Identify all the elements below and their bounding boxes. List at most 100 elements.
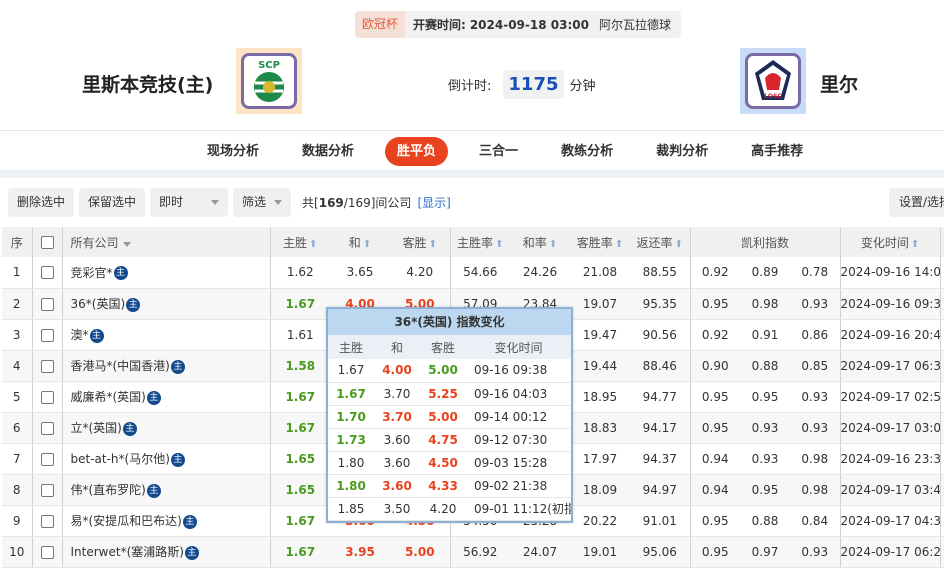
popup-home: 1.80 (328, 451, 374, 475)
cell-k1: 0.94 (689, 474, 740, 506)
popup-home: 1.67 (328, 359, 374, 383)
svg-text:SCP: SCP (258, 60, 280, 71)
cell-k1: 0.94 (689, 443, 740, 475)
cell-k2: 0.89 (740, 257, 790, 289)
cell-k2: 0.88 (740, 505, 790, 537)
cell-no: 6 (2, 412, 32, 444)
popup-title: 36*(英国) 指数变化 (328, 309, 571, 335)
cell-ret: 88.55 (630, 257, 690, 289)
mode-select[interactable]: 即时 (150, 188, 229, 217)
tab-referee-analysis[interactable]: 裁判分析 (656, 144, 709, 159)
cell-company[interactable]: bet-at-h*(马尔他) 主 (61, 443, 270, 475)
popup-home: 1.85 (328, 497, 374, 521)
tab-live-analysis[interactable]: 现场分析 (207, 144, 260, 159)
cell-company[interactable]: 威廉希*(英国) 主 (61, 381, 270, 413)
cell-company[interactable]: Interwet*(塞浦路斯) 主 (61, 536, 270, 568)
away-team-logo[interactable]: LOSC (740, 48, 806, 114)
col-away-sort[interactable]: 客胜 ⬆ (390, 227, 450, 257)
popup-home: 1.73 (328, 428, 374, 452)
cell-k1: 0.90 (689, 350, 740, 382)
cell-time: 2024-09-16 23:32 (839, 443, 941, 475)
cell-ret: 88.46 (630, 350, 690, 382)
odds-table: 序 所有公司 主胜 ⬆ 和 ⬆ 客胜 ⬆ 主胜率 ⬆ 和率 ⬆ 客胜率 ⬆ 返还率 ⬆ 凯利指… (2, 227, 944, 568)
popup-away: 5.25 (420, 382, 466, 406)
cell-k1: 0.95 (689, 536, 740, 568)
countdown-label: 倒计时: (448, 79, 492, 94)
cell-company[interactable]: 竞彩官* 主 (61, 257, 270, 289)
popup-draw: 3.60 (374, 428, 420, 452)
cell-company[interactable]: 易*(安提瓜和巴布达) 主 (61, 505, 270, 537)
col-time-sort[interactable]: 变化时间 ⬆ (839, 227, 941, 257)
cell-h: 1.62 (269, 257, 330, 289)
tab-coach-analysis[interactable]: 教练分析 (561, 144, 614, 159)
main-badge-icon: 主 (170, 359, 185, 374)
filter-dropdown[interactable]: 筛选 (233, 188, 292, 217)
popup-time: 09-16 04:03 (466, 382, 571, 406)
row-checkbox[interactable] (31, 319, 62, 351)
cell-h: 1.67 (269, 505, 330, 537)
row-checkbox[interactable] (31, 257, 62, 289)
main-badge-icon: 主 (184, 545, 199, 560)
cell-no: 4 (2, 350, 32, 382)
cell-time: 2024-09-16 09:39 (839, 288, 941, 320)
cell-ar: 19.07 (570, 288, 630, 320)
cell-time: 2024-09-17 06:35 (839, 350, 941, 382)
company-count: 共[169/169]间公司 (302, 196, 412, 210)
cell-a: 4.20 (390, 257, 450, 289)
row-checkbox[interactable] (31, 443, 62, 475)
cell-k2: 0.88 (740, 350, 790, 382)
cell-company[interactable]: 香港马*(中国香港) 主 (61, 350, 270, 382)
cell-dr: 24.26 (510, 257, 570, 289)
chevron-down-icon (211, 200, 220, 205)
delete-selected-button[interactable]: 删除选中 (8, 188, 75, 217)
tab-expert-picks[interactable]: 高手推荐 (751, 144, 804, 159)
cell-no: 1 (2, 257, 32, 289)
tab-three-in-one[interactable]: 三合一 (479, 144, 519, 159)
away-team-name[interactable]: 里尔 (820, 74, 859, 96)
tab-data-analysis[interactable]: 数据分析 (302, 144, 355, 159)
popup-row: 1.85 3.50 4.20 09-01 11:12(初指) (328, 497, 571, 521)
col-draw-sort[interactable]: 和 ⬆ (330, 227, 390, 257)
keep-selected-button[interactable]: 保留选中 (79, 188, 146, 217)
competition-badge[interactable]: 欧冠杯 (355, 11, 406, 38)
cell-company[interactable]: 36*(英国) 主 (61, 288, 270, 320)
row-checkbox[interactable] (31, 412, 62, 444)
popup-draw: 4.00 (374, 359, 420, 383)
popup-home: 1.80 (328, 474, 374, 498)
select-all-checkbox[interactable] (31, 227, 62, 257)
cell-ar: 18.95 (570, 381, 630, 413)
row-checkbox[interactable] (31, 474, 62, 506)
row-checkbox[interactable] (31, 288, 62, 320)
popup-row: 1.73 3.60 4.75 09-12 07:30 (328, 428, 571, 452)
section-band (0, 170, 944, 178)
tab-1x2-odds[interactable]: 胜平负 (385, 137, 449, 166)
cell-k3: 0.93 (790, 412, 841, 444)
row-checkbox[interactable] (31, 381, 62, 413)
col-home-rate-sort[interactable]: 主胜率 ⬆ (449, 227, 510, 257)
sort-up-icon: ⬆ (614, 238, 624, 250)
table-row[interactable]: 1 竞彩官* 主 1.62 3.65 4.20 54.66 24.26 21.08 88.55… (2, 257, 944, 289)
col-draw-rate-sort[interactable]: 和率 ⬆ (510, 227, 570, 257)
col-home-sort[interactable]: 主胜 ⬆ (269, 227, 330, 257)
settings-button[interactable]: 设置/选择 (889, 188, 944, 217)
show-link[interactable]: [显示] (417, 196, 451, 210)
popup-col-home: 主胜 (328, 335, 374, 359)
cell-company[interactable]: 伟*(直布罗陀) 主 (61, 474, 270, 506)
col-return-sort[interactable]: 返还率 ⬆ (630, 227, 690, 257)
table-row[interactable]: 2 36*(英国) 主 1.67 4.00 5.00 57.09 23.84 19.07 95… (2, 288, 944, 320)
cell-h: 1.67 (269, 288, 330, 320)
main-badge-icon: 主 (89, 328, 104, 343)
col-company[interactable]: 所有公司 (61, 227, 270, 257)
table-row[interactable]: 10 Interwet*(塞浦路斯) 主 1.67 3.95 5.00 56.92 24.… (2, 536, 944, 568)
home-team-name[interactable]: 里斯本竞技(主) (82, 74, 214, 96)
cell-company[interactable]: 澳* 主 (61, 319, 270, 351)
popup-draw: 3.60 (374, 451, 420, 475)
row-checkbox[interactable] (31, 350, 62, 382)
row-checkbox[interactable] (31, 505, 62, 537)
row-checkbox[interactable] (31, 536, 62, 568)
home-team-logo[interactable]: SCP (236, 48, 302, 114)
cell-k3: 0.86 (790, 319, 841, 351)
cell-company[interactable]: 立*(英国) 主 (61, 412, 270, 444)
col-away-rate-sort[interactable]: 客胜率 ⬆ (570, 227, 630, 257)
cell-k1: 0.95 (689, 505, 740, 537)
